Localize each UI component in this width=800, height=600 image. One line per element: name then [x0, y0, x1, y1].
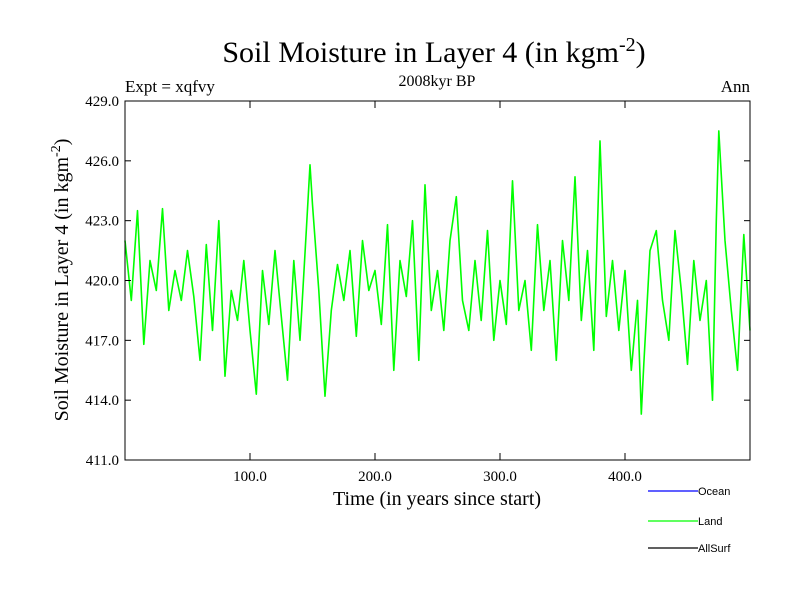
y-tick-label: 414.0: [85, 393, 119, 409]
y-tick-label: 429.0: [85, 94, 119, 110]
legend-label-allsurf: AllSurf: [698, 543, 731, 555]
experiment-label: Expt = xqfvy: [125, 77, 215, 96]
y-tick-label: 417.0: [85, 333, 119, 349]
plot-area: 411.0 414.0 417.0 420.0 423.0 426.0 429.0 100.0…: [85, 94, 751, 485]
legend: Ocean Land AllSurf: [648, 486, 731, 555]
season-label: Ann: [721, 77, 751, 96]
x-axis-label: Time (in years since start): [333, 488, 541, 510]
y-tick-label: 420.0: [85, 274, 119, 290]
x-tick-label: 200.0: [358, 469, 392, 485]
chart-title: Soil Moisture in Layer 4 (in kgm-2): [222, 34, 645, 69]
legend-label-land: Land: [698, 516, 722, 528]
plot-frame: [124, 100, 751, 461]
x-tick-label: 100.0: [233, 469, 267, 485]
y-axis-label: Soil Moisture in Layer 4 (in kgm-2): [49, 139, 73, 422]
y-tick-label: 423.0: [85, 214, 119, 230]
y-tick-label: 426.0: [85, 154, 119, 170]
series-line-land: [124, 130, 751, 415]
y-tick-label: 411.0: [86, 453, 119, 469]
chart-subtitle: 2008kyr BP: [399, 73, 476, 90]
x-tick-label: 300.0: [483, 469, 517, 485]
legend-label-ocean: Ocean: [698, 486, 730, 498]
x-tick-label: 400.0: [608, 469, 642, 485]
